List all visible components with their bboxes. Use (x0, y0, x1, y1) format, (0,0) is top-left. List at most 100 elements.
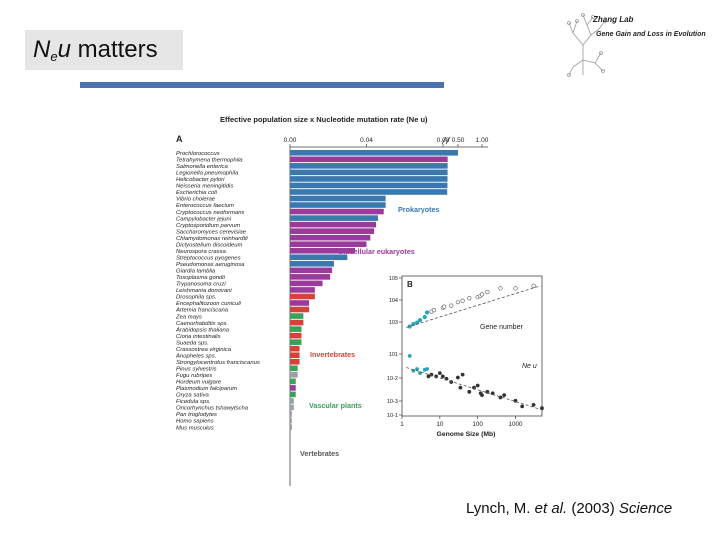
chart-a-group-label: Invertebrates (310, 350, 355, 359)
slide-title: Neu matters (33, 36, 158, 64)
chart-a-group-label: Vascular plants (309, 401, 362, 410)
chart-a-category-label: Prochlorococcus (176, 151, 220, 157)
chart-a-bar (290, 202, 386, 208)
chart-a-category-label: Vibrio cholerae (176, 197, 216, 203)
chart-a-category-label: Crassostrea virginica (176, 347, 232, 353)
chart-a-bar (290, 424, 292, 430)
chart-b-gene-point (479, 292, 485, 297)
chart-a-category-label: Oryza sativa (176, 393, 209, 399)
chart-b-backdrop (372, 266, 552, 446)
chart-a-bar (290, 293, 315, 300)
chart-a-tick-label: 0.08 (437, 137, 450, 144)
chart-a-axis-break (441, 136, 451, 145)
zhang-lab-tree-logo (567, 13, 607, 77)
chart-a-bar (290, 280, 323, 287)
chart-b-gene-point (442, 304, 447, 309)
chart-b-gene-point (417, 318, 423, 323)
ne-u-figure: Effective population size x Nucleotide m… (170, 108, 555, 490)
chart-a-bar (290, 319, 304, 326)
citation-etal: et al. (534, 500, 568, 517)
chart-a-category-label: Streptococcus pyogenes (176, 255, 241, 261)
chart-a-bar (290, 261, 334, 267)
chart-b-neu-point (437, 371, 442, 376)
chart-a-category-label: Arabidopsis thaliana (175, 327, 230, 333)
chart-a-bar (290, 163, 448, 169)
chart-a-category-label: Cryptococcus neoformans (176, 210, 244, 216)
chart-b-neu-point (467, 389, 472, 394)
chart-b-neu-point (531, 403, 536, 407)
chart-a-category-label: Suaeda sps. (176, 340, 209, 346)
chart-b-neu-point (460, 372, 465, 377)
chart-b-neu-point (426, 374, 431, 379)
chart-a-category-label: Anopheles sps. (175, 353, 216, 359)
chart-a-bar (290, 306, 310, 313)
chart-b-neu-point (520, 404, 525, 409)
chart-b-gene-point (498, 286, 503, 291)
chart-a-category-label: Salmonella enterica (176, 164, 228, 170)
chart-a-bar (290, 352, 300, 359)
chart-a-category-label: Ciona intestinalis (176, 334, 221, 340)
chart-a-category-label: Strongylocentrotus franciscanus (176, 360, 260, 366)
chart-a-bar (290, 215, 378, 221)
chart-a-bar (290, 182, 448, 189)
chart-a-category-label: Encephalitozoon cuniculi (176, 301, 242, 307)
chart-a-category-label: Zea mays (175, 314, 202, 320)
chart-a-category-label: Campylobacter jejuni (176, 216, 232, 222)
chart-a-bar (290, 313, 304, 319)
chart-a-panel-label: A (176, 134, 183, 144)
chart-a-group-label: Unicellular eukaryotes (338, 247, 415, 256)
chart-b-x-tick-label: 100 (472, 421, 483, 428)
logo-name: Zhang Lab (593, 15, 634, 24)
chart-a-bar (290, 358, 300, 365)
chart-b-neu-point (502, 393, 507, 398)
chart-a-category-label: Saccharomyces cerevisiae (176, 229, 247, 235)
chart-a-bar (290, 169, 448, 176)
chart-a-category-label: Enterococcus faecium (176, 203, 234, 209)
chart-b-y-tick-label: 105 (389, 276, 398, 282)
chart-b-gene-trend (406, 285, 541, 328)
chart-b-y-tick-label: 10-1 (387, 413, 398, 419)
chart-b-xlabel: Genome Size (Mb) (437, 431, 496, 438)
chart-a-category-label: Oncorhynchus tshawytscha (176, 406, 249, 412)
chart-a-bar (290, 254, 348, 261)
chart-b-gene-point (531, 283, 536, 288)
chart-b-neu-point (540, 406, 544, 411)
chart-a-category-label: Toxoplasma gondii (176, 275, 226, 281)
chart-a-category-label: Pan troglodytes (176, 412, 217, 418)
chart-b-panel-label: B (407, 280, 413, 289)
chart-b-gene-point (460, 298, 465, 303)
chart-a-category-label: Neurospora crassa (176, 249, 226, 255)
chart-a-category-label: Dictyostelium discoideum (176, 242, 243, 248)
chart-b-gene-point (411, 321, 416, 327)
chart-b-y-tick-label: 104 (389, 298, 398, 304)
chart-b-neu-point (475, 383, 480, 388)
chart-b-gene-point (455, 300, 460, 305)
chart-a-bar (290, 372, 298, 378)
chart-a-bar (290, 267, 333, 274)
chart-a-category-label: Plasmodium falciparum (176, 386, 237, 392)
chart-a-bar (290, 195, 386, 202)
chart-a-bar (290, 300, 310, 306)
citation-author: Lynch, M. (466, 500, 531, 517)
chart-a-category-label: Homo sapiens (176, 419, 214, 425)
chart-b-y-tick-label: 101 (389, 352, 398, 358)
title-symbol-u: u (57, 36, 71, 63)
chart-a-tick-label: 0.04 (360, 137, 373, 144)
chart-b-x-tick-label: 1000 (509, 421, 524, 428)
chart-a-bar (290, 247, 356, 254)
chart-a-tick-label: 1.00 (476, 137, 489, 144)
chart-a-category-label: Cryptosporidium parvum (176, 223, 240, 229)
chart-a-category-label: Ficedula sps. (176, 399, 211, 405)
chart-a-bar (290, 241, 367, 248)
chart-a-tick-label: 0.00 (284, 137, 297, 144)
chart-b-y-tick-label: 10-2 (387, 376, 398, 382)
citation-year: (2003) (571, 500, 615, 517)
chart-a-title: Effective population size x Nucleotide m… (220, 115, 428, 124)
chart-a-bar (290, 189, 448, 195)
chart-b-y-tick-label: 103 (389, 320, 398, 326)
chart-b-neu-label: Ne u (522, 363, 537, 370)
chart-b-neu-point (455, 375, 460, 380)
chart-a-tick-label: 0.50 (452, 137, 465, 144)
chart-b-gene-label: Gene number (480, 324, 523, 331)
chart-a-bar (290, 378, 296, 385)
